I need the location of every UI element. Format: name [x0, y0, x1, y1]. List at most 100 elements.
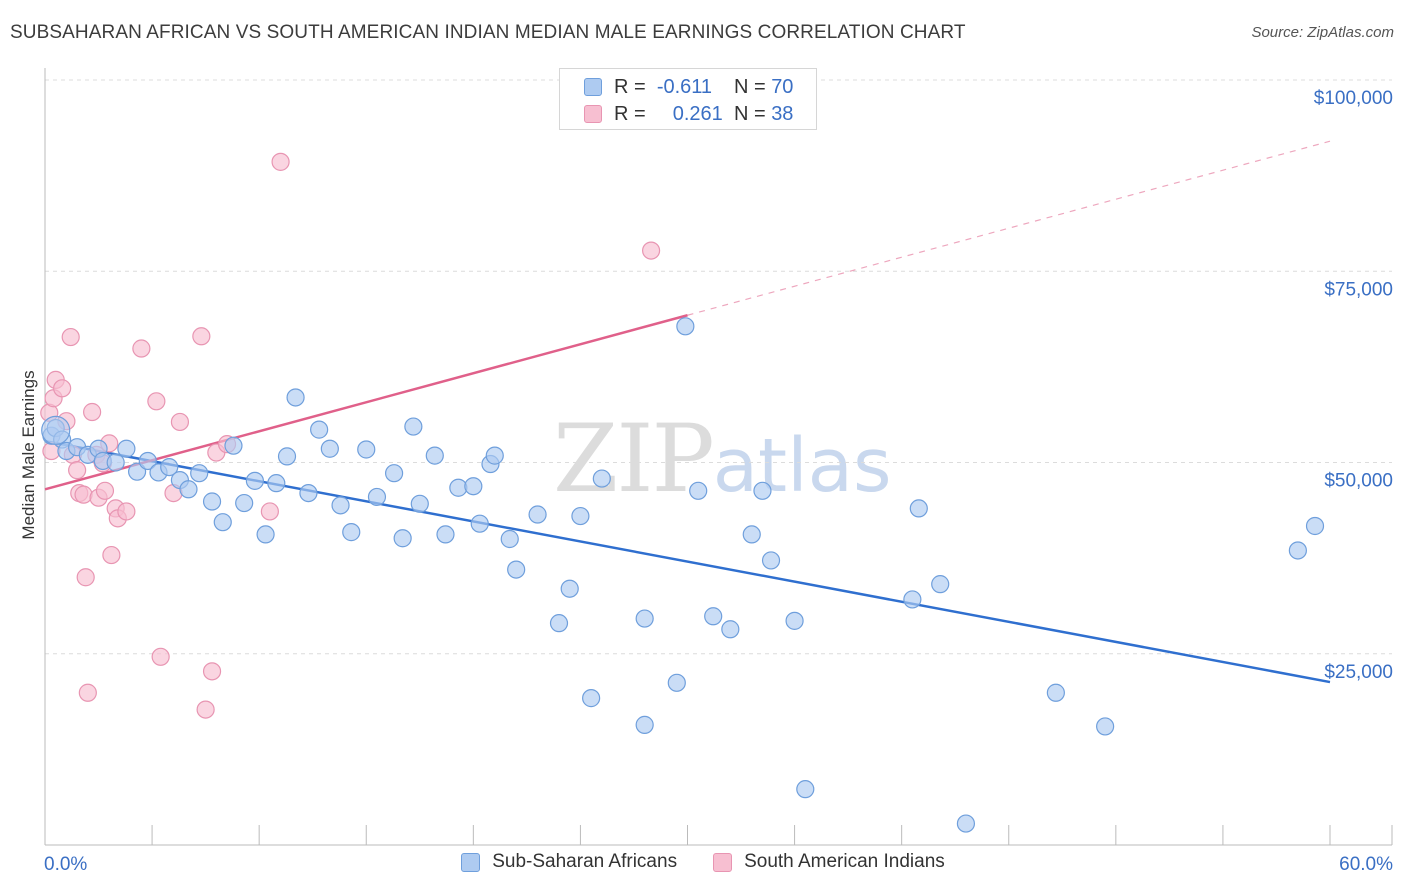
point-sub-saharan-africans — [485, 446, 504, 465]
point-sub-saharan-africans — [267, 474, 286, 493]
series-legend-swatch-pink — [713, 852, 733, 872]
point-sub-saharan-africans — [676, 317, 695, 336]
y-axis-title: Median Male Earnings — [19, 370, 38, 539]
point-sub-saharan-africans — [245, 471, 264, 490]
point-south-american-indians — [117, 502, 136, 521]
point-sub-saharan-africans — [592, 469, 611, 488]
legend-r-value: 0.261 — [672, 102, 723, 125]
point-sub-saharan-africans — [310, 420, 329, 439]
point-sub-saharan-africans — [138, 451, 157, 471]
point-sub-saharan-africans — [667, 673, 686, 692]
point-sub-saharan-africans — [903, 590, 922, 609]
x-tick-label: 0.0% — [44, 854, 87, 875]
point-sub-saharan-africans — [956, 814, 976, 833]
point-sub-saharan-africans — [256, 525, 275, 544]
point-sub-saharan-africans — [1305, 516, 1325, 536]
point-sub-saharan-africans — [410, 494, 429, 513]
point-sub-saharan-africans — [117, 439, 136, 458]
point-sub-saharan-africans — [393, 529, 412, 548]
legend-swatch-pink — [584, 105, 602, 123]
watermark-zip: ZIP — [553, 405, 715, 514]
point-sub-saharan-africans — [470, 514, 489, 533]
legend-n-label: N = — [733, 75, 766, 98]
point-south-american-indians — [78, 683, 97, 702]
trend-line-sub-saharan-africans — [44, 439, 1331, 684]
point-south-american-indians — [170, 412, 190, 432]
point-sub-saharan-africans — [1288, 541, 1307, 560]
point-south-american-indians — [196, 700, 215, 719]
chart-title: SUBSAHARAN AFRICAN VS SOUTH AMERICAN IND… — [10, 22, 966, 43]
trend-lines — [44, 140, 1331, 684]
series-legend-item-blue: Sub-Saharan Africans — [461, 851, 677, 873]
point-sub-saharan-africans — [286, 388, 305, 407]
legend-swatch-blue — [584, 78, 602, 96]
point-south-american-indians — [76, 568, 95, 587]
point-sub-saharan-africans — [190, 464, 209, 483]
y-tick-label: $25,000 — [1324, 662, 1393, 683]
axis-labels: $25,000 $50,000 $75,000 $100,000 0.0% 60.0% Me… — [19, 88, 1393, 875]
point-south-american-indians — [641, 241, 661, 260]
series-sub-saharan-africans — [41, 317, 1325, 833]
point-sub-saharan-africans — [277, 447, 297, 466]
point-sub-saharan-africans — [635, 715, 654, 734]
point-sub-saharan-africans — [331, 496, 350, 515]
point-sub-saharan-africans — [299, 484, 318, 503]
point-south-american-indians — [83, 402, 102, 422]
point-south-american-indians — [74, 485, 93, 504]
point-sub-saharan-africans — [753, 481, 772, 500]
point-south-american-indians — [192, 327, 211, 346]
point-sub-saharan-africans — [761, 551, 781, 570]
legend-row-pink: R = 0.261 N = 38 — [584, 102, 793, 126]
legend-r-label: R = — [614, 102, 646, 125]
series-legend-label: Sub-Saharan Africans — [492, 851, 678, 872]
point-sub-saharan-africans — [425, 446, 444, 465]
legend-n-label: N = — [733, 102, 766, 125]
series-legend: Sub-Saharan Africans South American Indi… — [0, 851, 1406, 873]
series-legend-swatch-blue — [461, 852, 481, 872]
point-sub-saharan-africans — [909, 499, 928, 518]
point-sub-saharan-africans — [384, 464, 404, 483]
series-south-american-indians — [40, 152, 661, 719]
correlation-legend: R = -0.611 N = 70 R = 0.261 N = 38 — [559, 68, 817, 130]
point-south-american-indians — [202, 662, 222, 681]
point-sub-saharan-africans — [127, 462, 147, 481]
series-legend-item-pink: South American Indians — [713, 851, 945, 873]
point-sub-saharan-africans — [464, 477, 483, 496]
point-sub-saharan-africans — [704, 607, 723, 626]
point-sub-saharan-africans — [106, 453, 125, 472]
point-sub-saharan-africans — [507, 560, 526, 579]
point-sub-saharan-africans — [571, 506, 590, 526]
point-sub-saharan-africans — [500, 529, 519, 549]
point-sub-saharan-africans — [213, 513, 232, 532]
point-south-american-indians — [95, 481, 115, 500]
watermark-atlas: atlas — [712, 423, 892, 509]
point-south-american-indians — [271, 152, 290, 171]
point-sub-saharan-africans — [449, 478, 468, 497]
point-sub-saharan-africans — [367, 487, 387, 507]
legend-row-blue: R = -0.611 N = 70 — [584, 75, 793, 99]
point-sub-saharan-africans — [549, 614, 569, 633]
point-sub-saharan-africans — [1096, 717, 1115, 736]
x-tick-label: 60.0% — [1339, 854, 1393, 875]
legend-r-value: -0.611 — [656, 75, 713, 98]
point-sub-saharan-africans — [742, 525, 761, 544]
point-sub-saharan-africans — [202, 492, 222, 511]
point-sub-saharan-africans — [689, 481, 708, 500]
point-sub-saharan-africans — [342, 523, 361, 542]
y-tick-label: $100,000 — [1314, 88, 1393, 109]
point-sub-saharan-africans — [160, 457, 179, 477]
point-sub-saharan-africans — [796, 780, 815, 799]
point-sub-saharan-africans — [528, 505, 547, 524]
legend-n-value: 70 — [771, 75, 794, 98]
point-sub-saharan-africans — [560, 579, 579, 598]
point-cluster-sub-saharan-africans — [41, 415, 71, 445]
point-sub-saharan-africans — [931, 575, 950, 594]
point-sub-saharan-africans — [582, 689, 601, 708]
legend-r-label: R = — [614, 75, 646, 98]
point-sub-saharan-africans — [785, 611, 804, 630]
point-sub-saharan-africans — [1046, 683, 1065, 702]
point-sub-saharan-africans — [320, 439, 339, 458]
point-sub-saharan-africans — [635, 609, 654, 628]
point-south-american-indians — [61, 327, 80, 347]
